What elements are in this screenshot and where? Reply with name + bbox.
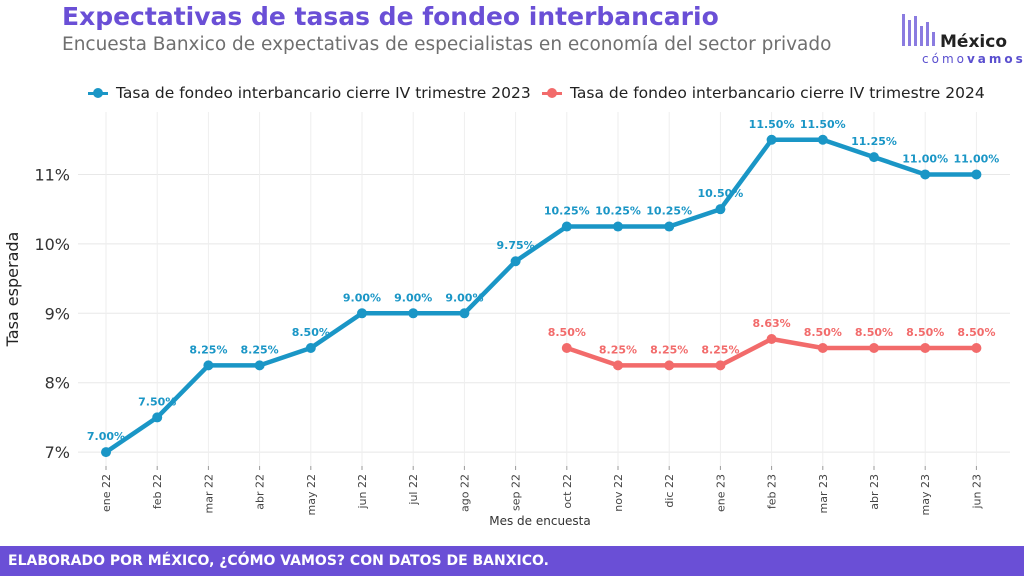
x-axis-title: Mes de encuesta	[489, 514, 591, 528]
data-point	[254, 360, 265, 371]
footer-text: ELABORADO POR MÉXICO, ¿CÓMO VAMOS? CON D…	[8, 553, 549, 569]
data-label: 10.50%	[697, 187, 743, 200]
data-point	[459, 308, 470, 319]
data-point	[510, 256, 521, 267]
data-label: 9.00%	[343, 291, 381, 304]
y-tick-label: 8%	[45, 374, 70, 393]
data-label: 8.50%	[804, 326, 842, 339]
data-label: 10.25%	[646, 205, 692, 218]
data-point	[152, 412, 163, 423]
data-label: 9.75%	[497, 239, 535, 252]
data-point	[971, 343, 982, 353]
data-label: 9.00%	[394, 291, 432, 304]
data-label: 8.50%	[292, 326, 330, 339]
data-point	[664, 221, 675, 232]
data-label: 8.63%	[753, 317, 791, 330]
data-label: 8.50%	[906, 326, 944, 339]
logo-bars-icon	[900, 12, 948, 46]
data-point	[613, 221, 623, 232]
x-tick-label: jun 23	[970, 474, 983, 510]
x-tick-label: abr 23	[868, 474, 881, 510]
x-tick-label: dic 22	[663, 474, 676, 508]
data-label: 9.00%	[445, 291, 483, 304]
data-point	[561, 221, 572, 232]
x-tick-label: feb 23	[766, 474, 779, 509]
data-point	[766, 333, 777, 344]
data-point	[203, 360, 214, 371]
data-point	[817, 343, 828, 353]
data-point	[920, 169, 931, 180]
data-label: 8.50%	[855, 326, 893, 339]
data-label: 11.00%	[953, 152, 999, 165]
data-label: 8.50%	[957, 326, 995, 339]
x-tick-label: ene 23	[714, 474, 727, 512]
mexico-como-vamos-logo: México cómovamos	[900, 10, 1023, 68]
data-label: 7.00%	[87, 430, 125, 443]
line-chart: 7% 8% 9% 10% 11% ene 22 feb 22 mar 22 abr 22 may …	[3, 112, 1010, 528]
data-label: 8.25%	[650, 343, 688, 356]
data-point	[869, 343, 879, 353]
y-tick-label: 11%	[34, 165, 70, 184]
footer-bar: ELABORADO POR MÉXICO, ¿CÓMO VAMOS? CON D…	[0, 546, 1024, 576]
data-label: 11.25%	[851, 135, 897, 148]
x-tick-label: mar 22	[202, 474, 215, 513]
x-tick-label: jun 22	[356, 474, 369, 510]
data-label: 11.50%	[749, 118, 795, 131]
data-label: 8.25%	[241, 343, 279, 356]
data-label: 8.25%	[599, 343, 637, 356]
data-point	[561, 343, 572, 353]
data-label: 8.25%	[701, 343, 739, 356]
data-point	[613, 360, 623, 371]
x-tick-label: nov 22	[612, 474, 625, 512]
legend-item-2023: Tasa de fondeo interbancario cierre IV t…	[86, 84, 531, 102]
series-line-0	[103, 137, 979, 455]
data-point	[664, 360, 675, 371]
x-tick-label: sep 22	[510, 474, 523, 511]
y-axis-title: Tasa esperada	[3, 232, 22, 348]
legend-swatch-2023	[86, 86, 110, 100]
data-label: 8.50%	[548, 326, 586, 339]
chart-subtitle: Encuesta Banxico de expectativas de espe…	[62, 34, 832, 55]
data-label: 11.00%	[902, 152, 948, 165]
chart-title: Expectativas de tasas de fondeo interban…	[62, 2, 719, 31]
logo-tagline: cómovamos	[922, 52, 1024, 66]
y-tick-label: 9%	[45, 304, 70, 323]
data-point	[817, 134, 828, 145]
logo-name: México	[940, 32, 1007, 52]
data-label: 8.25%	[189, 343, 227, 356]
chart-legend: Tasa de fondeo interbancario cierre IV t…	[0, 84, 1024, 108]
y-tick-label: 10%	[34, 235, 70, 254]
x-tick-label: ene 22	[100, 474, 113, 512]
data-point	[715, 204, 726, 215]
legend-swatch-2024	[540, 86, 564, 100]
legend-label-2023: Tasa de fondeo interbancario cierre IV t…	[116, 84, 531, 102]
data-point	[101, 447, 111, 458]
data-label: 11.50%	[800, 118, 846, 131]
data-point	[715, 360, 726, 371]
x-tick-label: feb 22	[151, 474, 164, 509]
legend-label-2024: Tasa de fondeo interbancario cierre IV t…	[570, 84, 985, 102]
data-point	[357, 308, 367, 319]
data-label: 10.25%	[595, 205, 641, 218]
legend-item-2024: Tasa de fondeo interbancario cierre IV t…	[540, 84, 985, 102]
x-tick-label: abr 22	[254, 474, 267, 510]
x-tick-label: mar 23	[817, 474, 830, 513]
data-point	[971, 169, 982, 180]
x-tick-label: may 22	[305, 474, 318, 515]
data-point	[305, 343, 316, 353]
x-tick-label: jul 22	[407, 474, 420, 506]
data-point	[408, 308, 419, 319]
data-point	[869, 152, 879, 163]
y-tick-label: 7%	[45, 443, 70, 462]
data-point	[766, 134, 777, 145]
data-label: 10.25%	[544, 205, 590, 218]
x-tick-label: may 23	[919, 474, 932, 515]
x-tick-label: oct 22	[561, 474, 574, 509]
data-point	[920, 343, 931, 353]
x-tick-label: ago 22	[458, 474, 471, 512]
data-label: 7.50%	[138, 395, 176, 408]
